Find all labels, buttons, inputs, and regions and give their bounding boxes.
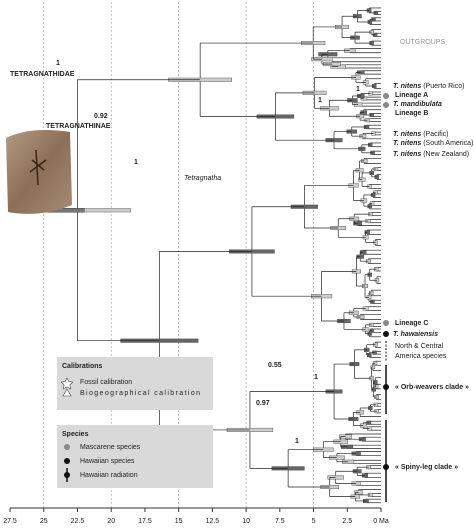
- legend-item: Biogeographical calibration: [80, 390, 200, 397]
- locality: (South America): [423, 140, 473, 147]
- tick-label: 25: [40, 518, 48, 525]
- tick-label: 2.5: [342, 518, 352, 525]
- tick-label: 17.5: [138, 518, 152, 525]
- tip-label: T. hawaiensis: [393, 331, 438, 338]
- tip-label: T. nitens (South America): [393, 140, 473, 147]
- radiation-dot: [383, 384, 389, 390]
- tick-label: 7.5: [275, 518, 285, 525]
- support-value: 0.55: [268, 362, 282, 369]
- tick-label: 27.5: [3, 518, 17, 525]
- tip-label: T. nitens (Pacific): [393, 131, 449, 138]
- tick-label: 5: [312, 518, 316, 525]
- group-label: « Spiny-leg clade »: [395, 464, 458, 471]
- clade-label: TETRAGNATHIDAE: [10, 71, 75, 78]
- species-name: T. nitens: [393, 140, 421, 147]
- support-value: 1: [56, 60, 60, 67]
- tick-label: 10: [242, 518, 250, 525]
- clade-label: TETRAGNATHINAE: [46, 123, 111, 130]
- species-name: T. nitens: [393, 151, 421, 158]
- species-name: T. nitens: [393, 83, 421, 90]
- black-dot: [64, 472, 70, 478]
- tip-marker: [383, 102, 389, 108]
- tick-label: 12.5: [206, 518, 220, 525]
- support-value: 1: [134, 159, 138, 166]
- legend-calibrations: [57, 357, 213, 410]
- tip-label: T. nitens (New Zealand): [393, 151, 469, 158]
- legend-item: Hawaiian radiation: [80, 472, 138, 479]
- locality: (New Zealand): [423, 151, 469, 158]
- star-icon: [60, 377, 74, 390]
- tick-label: 15: [175, 518, 183, 525]
- radiation-dot: [383, 464, 389, 470]
- support-value: 1: [318, 97, 322, 104]
- lineage-label: Lineage A: [395, 92, 428, 99]
- tick-label: 22.5: [71, 518, 85, 525]
- tick-label: 0 Ma: [373, 518, 389, 525]
- tip-marker: [383, 93, 389, 99]
- tip-marker: [383, 320, 389, 326]
- species-name: T. hawaiensis: [393, 331, 438, 338]
- legend-title: Species: [62, 431, 89, 438]
- fossil-spider: [29, 149, 47, 186]
- support-value: 0.92: [94, 113, 108, 120]
- locality: (Pacific): [423, 131, 448, 138]
- locality: (Puerto Rico): [423, 83, 464, 90]
- tip-label: T. nitens (Puerto Rico): [393, 83, 464, 90]
- legend-item: Mascarene species: [80, 444, 141, 451]
- support-value: 0.97: [256, 400, 270, 407]
- group-label: America species: [395, 353, 447, 360]
- species-name: T. nitens: [393, 131, 421, 138]
- legend-item: Hawaiian species: [80, 458, 135, 465]
- legend-title: Calibrations: [62, 363, 103, 370]
- legend-item: Fossil calibration: [80, 379, 132, 386]
- lineage-label: Lineage B: [395, 110, 428, 117]
- age-interval: [311, 57, 333, 62]
- species-name: T. mandibulata: [393, 101, 442, 108]
- clade-label: Tetragnatha: [184, 175, 221, 182]
- group-label: « Orb-weavers clade »: [395, 384, 469, 391]
- black-dot: [64, 458, 70, 464]
- lineage-label: Lineage C: [395, 320, 428, 327]
- support-value: 1: [314, 374, 318, 381]
- support-value: 1: [356, 86, 360, 93]
- triangle-icon: [62, 388, 72, 397]
- support-value: 1: [295, 438, 299, 445]
- fossil-photo: [6, 130, 72, 214]
- legend-species: [57, 425, 213, 488]
- tick-label: 20: [107, 518, 115, 525]
- tip-marker: [383, 331, 389, 337]
- grey-dot: [64, 444, 70, 450]
- tip-label: T. mandibulata: [393, 101, 442, 108]
- group-label: North & Central: [395, 343, 444, 350]
- outgroups-label: OUTGROUPS: [400, 39, 445, 46]
